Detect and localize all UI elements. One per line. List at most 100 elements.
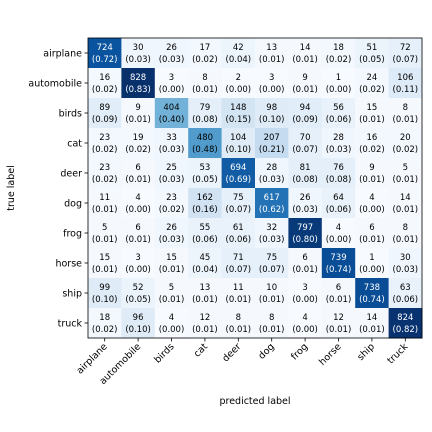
cell-normalized-label: (0.01) xyxy=(359,115,385,125)
cell-count-label: 19 xyxy=(133,133,144,143)
cell-count-label: 106 xyxy=(397,73,413,83)
cell-count-label: 694 xyxy=(230,163,246,173)
heatmap-cell xyxy=(154,188,189,219)
y-tick-label: airplane xyxy=(43,49,82,60)
cell-count-label: 4 xyxy=(336,223,341,233)
heatmap-cell xyxy=(388,218,423,249)
cell-normalized-label: (0.00) xyxy=(359,265,385,275)
heatmap-cell xyxy=(88,278,122,309)
cell-normalized-label: (0.00) xyxy=(292,325,318,335)
heatmap-cell xyxy=(388,308,423,339)
heatmap-cell xyxy=(154,98,189,129)
heatmap-cell xyxy=(121,98,156,129)
cell-count-label: 96 xyxy=(133,313,144,323)
cell-count-label: 8 xyxy=(403,223,408,233)
cell-normalized-label: (0.03) xyxy=(159,55,185,65)
heatmap-cell xyxy=(255,188,289,219)
x-tick-label: truck xyxy=(385,341,410,366)
cell-count-label: 64 xyxy=(333,193,344,203)
cell-count-label: 63 xyxy=(400,283,411,293)
cell-count-label: 98 xyxy=(266,103,277,113)
cell-count-label: 13 xyxy=(266,43,277,53)
y-tick-label: ship xyxy=(62,289,82,300)
cell-count-label: 18 xyxy=(99,313,110,323)
heatmap-cell xyxy=(388,158,423,189)
heatmap-cell xyxy=(321,278,356,309)
heatmap-cell xyxy=(121,38,156,69)
cell-normalized-label: (0.03) xyxy=(259,175,285,185)
cell-normalized-label: (0.03) xyxy=(393,265,419,275)
cell-count-label: 6 xyxy=(135,223,140,233)
cell-count-label: 14 xyxy=(400,193,411,203)
cell-normalized-label: (0.01) xyxy=(159,295,185,305)
cell-count-label: 6 xyxy=(135,163,140,173)
heatmap-cell xyxy=(221,158,256,189)
cell-count-label: 5 xyxy=(169,283,174,293)
cell-count-label: 56 xyxy=(333,103,344,113)
cell-normalized-label: (0.03) xyxy=(159,145,185,155)
cell-normalized-label: (0.02) xyxy=(159,205,185,215)
cell-count-label: 9 xyxy=(369,163,374,173)
x-axis-label: predicted label xyxy=(219,396,290,407)
cell-normalized-label: (0.21) xyxy=(259,145,285,155)
cell-normalized-label: (0.01) xyxy=(292,55,318,65)
y-tick-label: automobile xyxy=(28,79,82,90)
heatmap-cell xyxy=(355,278,390,309)
heatmap-cell xyxy=(288,248,323,279)
cell-normalized-label: (0.74) xyxy=(326,265,352,275)
y-axis-label: true label xyxy=(6,165,17,211)
cell-normalized-label: (0.00) xyxy=(159,325,185,335)
cell-count-label: 404 xyxy=(163,103,179,113)
cell-count-label: 8 xyxy=(236,313,241,323)
cell-normalized-label: (0.01) xyxy=(192,325,218,335)
cell-count-label: 16 xyxy=(99,73,110,83)
heatmap-cell xyxy=(188,98,223,129)
cell-normalized-label: (0.10) xyxy=(125,325,151,335)
heatmap-cell xyxy=(188,218,223,249)
cell-count-label: 42 xyxy=(233,43,244,53)
heatmap-cell xyxy=(355,248,390,279)
cell-normalized-label: (0.01) xyxy=(125,235,151,245)
heatmap-cell xyxy=(121,128,156,159)
cell-count-label: 76 xyxy=(333,163,344,173)
heatmap-cells: 724(0.72)30(0.03)26(0.03)17(0.02)42(0.04… xyxy=(88,38,423,339)
heatmap-cell xyxy=(88,188,122,219)
cell-normalized-label: (0.74) xyxy=(359,295,385,305)
cell-count-label: 797 xyxy=(297,223,313,233)
cell-count-label: 13 xyxy=(199,283,210,293)
heatmap-cell xyxy=(88,68,122,99)
cell-normalized-label: (0.08) xyxy=(326,175,352,185)
heatmap-cell xyxy=(121,218,156,249)
cell-count-label: 3 xyxy=(169,73,174,83)
cell-count-label: 23 xyxy=(99,133,110,143)
heatmap-cell xyxy=(154,128,189,159)
cell-normalized-label: (0.04) xyxy=(192,265,218,275)
cell-count-label: 9 xyxy=(135,103,140,113)
cell-count-label: 480 xyxy=(197,133,213,143)
heatmap-cell xyxy=(255,158,289,189)
cell-count-label: 45 xyxy=(199,253,210,263)
heatmap-cell xyxy=(255,248,289,279)
cell-normalized-label: (0.06) xyxy=(226,235,252,245)
cell-count-label: 5 xyxy=(403,163,408,173)
cell-count-label: 3 xyxy=(302,283,307,293)
heatmap-cell xyxy=(388,278,423,309)
cell-normalized-label: (0.01) xyxy=(359,175,385,185)
cell-normalized-label: (0.06) xyxy=(326,205,352,215)
heatmap-cell xyxy=(288,218,323,249)
cell-count-label: 4 xyxy=(169,313,174,323)
cell-normalized-label: (0.07) xyxy=(259,265,285,275)
cell-normalized-label: (0.62) xyxy=(259,205,285,215)
cell-normalized-label: (0.48) xyxy=(192,145,218,155)
heatmap-cell xyxy=(288,98,323,129)
heatmap-cell xyxy=(121,278,156,309)
cell-count-label: 75 xyxy=(233,193,244,203)
cell-normalized-label: (0.05) xyxy=(359,55,385,65)
heatmap-cell xyxy=(288,188,323,219)
cell-count-label: 5 xyxy=(102,223,107,233)
heatmap-cell xyxy=(188,68,223,99)
heatmap-cell xyxy=(321,188,356,219)
x-tick-label: deer xyxy=(220,341,243,364)
cell-count-label: 8 xyxy=(403,103,408,113)
